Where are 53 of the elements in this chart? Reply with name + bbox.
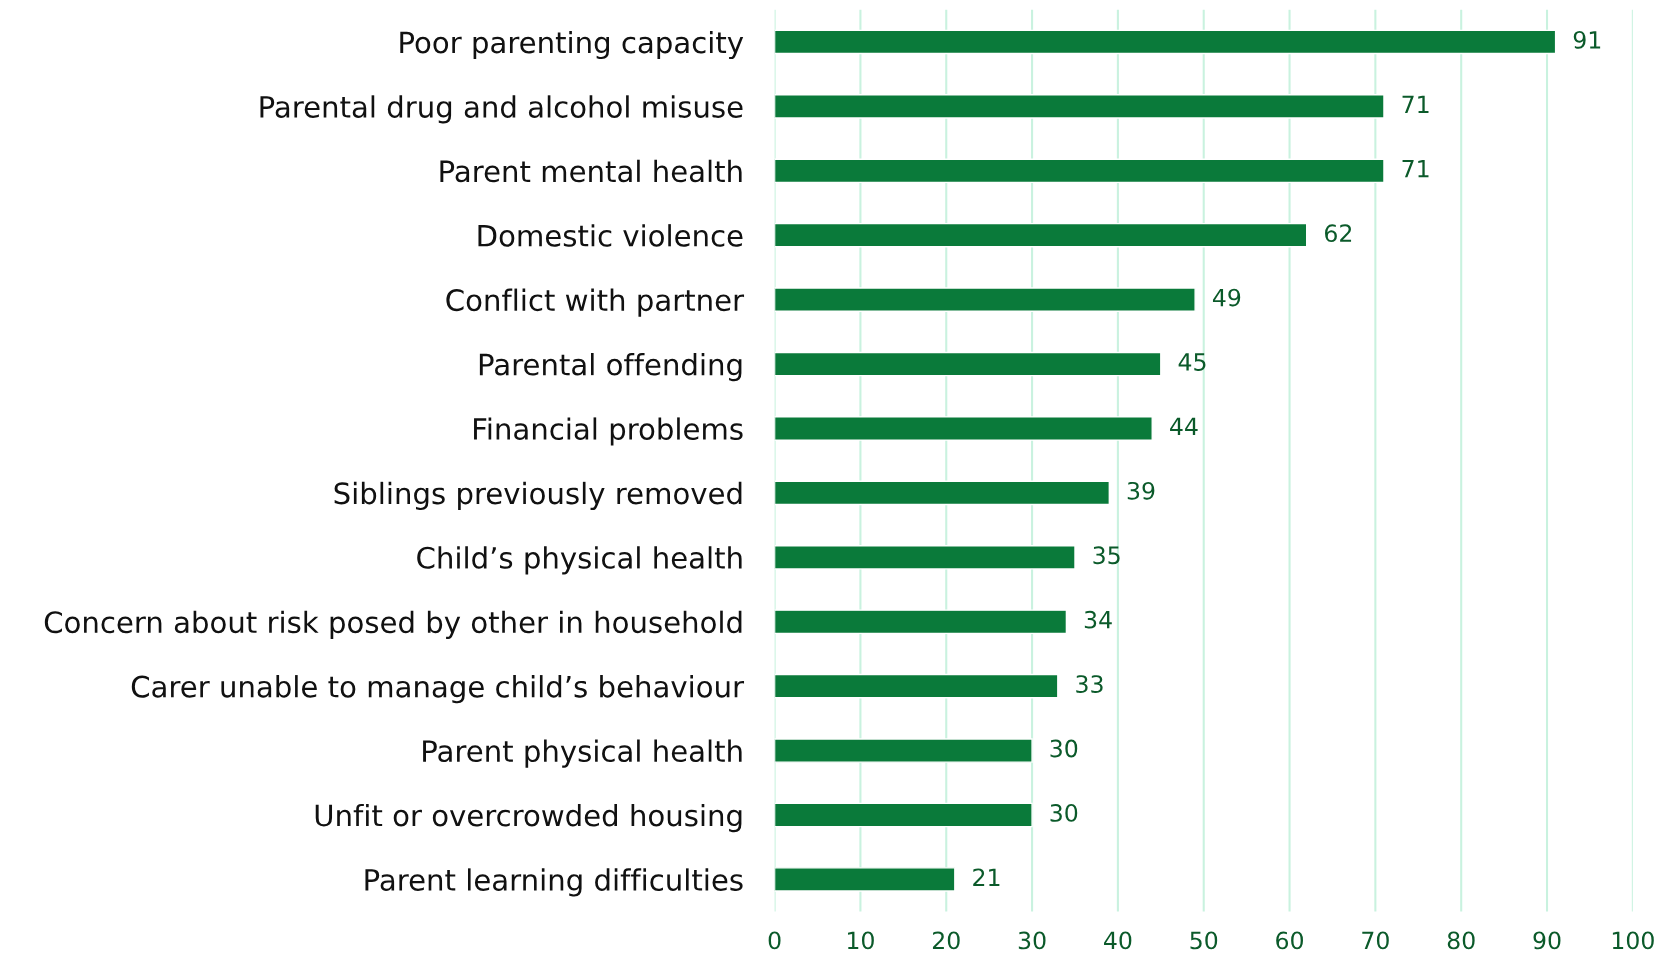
x-tick-label: 40 bbox=[1104, 931, 1132, 950]
x-tick-label: 60 bbox=[1276, 931, 1303, 950]
x-tick-label: 100 bbox=[1612, 931, 1654, 950]
bar bbox=[774, 738, 1033, 763]
bar bbox=[774, 545, 1076, 570]
data-label: 62 bbox=[1325, 224, 1352, 243]
data-label: 33 bbox=[1076, 675, 1103, 694]
y-tick-label: Parent learning difficulties bbox=[365, 868, 743, 897]
data-label: 34 bbox=[1084, 610, 1112, 629]
bar bbox=[774, 94, 1385, 119]
data-label: 35 bbox=[1093, 546, 1120, 565]
y-tick-label: Siblings previously removed bbox=[334, 481, 742, 511]
y-tick-label: Unfit or overcrowded housing bbox=[315, 803, 742, 833]
y-tick-label: Parent mental health bbox=[440, 159, 742, 183]
data-label: 44 bbox=[1170, 417, 1198, 435]
y-tick-label: Carer unable to manage child’s behaviour bbox=[131, 675, 745, 704]
x-tick-label: 80 bbox=[1447, 931, 1475, 950]
y-tick-label: Conflict with partner bbox=[446, 288, 745, 317]
y-tick-label: Child’s physical health bbox=[417, 546, 742, 575]
y-tick-label: Concern about risk posed by other in household bbox=[44, 610, 742, 639]
x-tick-label: 0 bbox=[768, 931, 781, 950]
bar bbox=[774, 673, 1059, 699]
data-label: 30 bbox=[1050, 739, 1078, 758]
bar bbox=[774, 802, 1033, 828]
bar bbox=[774, 351, 1162, 377]
y-tick-label: Financial problems bbox=[474, 417, 743, 446]
x-tick-label: 50 bbox=[1190, 931, 1218, 950]
bar bbox=[774, 867, 956, 892]
bar bbox=[774, 480, 1111, 506]
bar bbox=[774, 609, 1068, 635]
bar bbox=[774, 416, 1153, 441]
data-label: 71 bbox=[1402, 160, 1429, 178]
data-label: 21 bbox=[973, 868, 1000, 886]
x-tick-label: 70 bbox=[1362, 931, 1389, 950]
data-label: 49 bbox=[1212, 288, 1241, 307]
bar bbox=[774, 158, 1385, 184]
x-tick-label: 20 bbox=[932, 931, 960, 950]
y-tick-label: Domestic violence bbox=[478, 224, 743, 247]
x-tick-label: 10 bbox=[847, 931, 874, 950]
data-label: 45 bbox=[1178, 353, 1206, 371]
data-label: 71 bbox=[1402, 95, 1429, 113]
bar bbox=[774, 222, 1308, 248]
bar bbox=[774, 29, 1557, 55]
y-tick-label: Parent physical health bbox=[423, 739, 742, 768]
data-label: 30 bbox=[1050, 803, 1078, 822]
data-label: 39 bbox=[1127, 481, 1155, 500]
x-tick-label: 30 bbox=[1018, 931, 1046, 950]
y-tick-label: Parental offending bbox=[479, 352, 742, 382]
y-tick-label: Parental drug and alcohol misuse bbox=[260, 95, 743, 124]
data-label: 91 bbox=[1573, 30, 1601, 49]
y-tick-label: Poor parenting capacity bbox=[400, 30, 744, 60]
x-tick-label: 90 bbox=[1533, 931, 1561, 950]
bar bbox=[774, 287, 1196, 312]
